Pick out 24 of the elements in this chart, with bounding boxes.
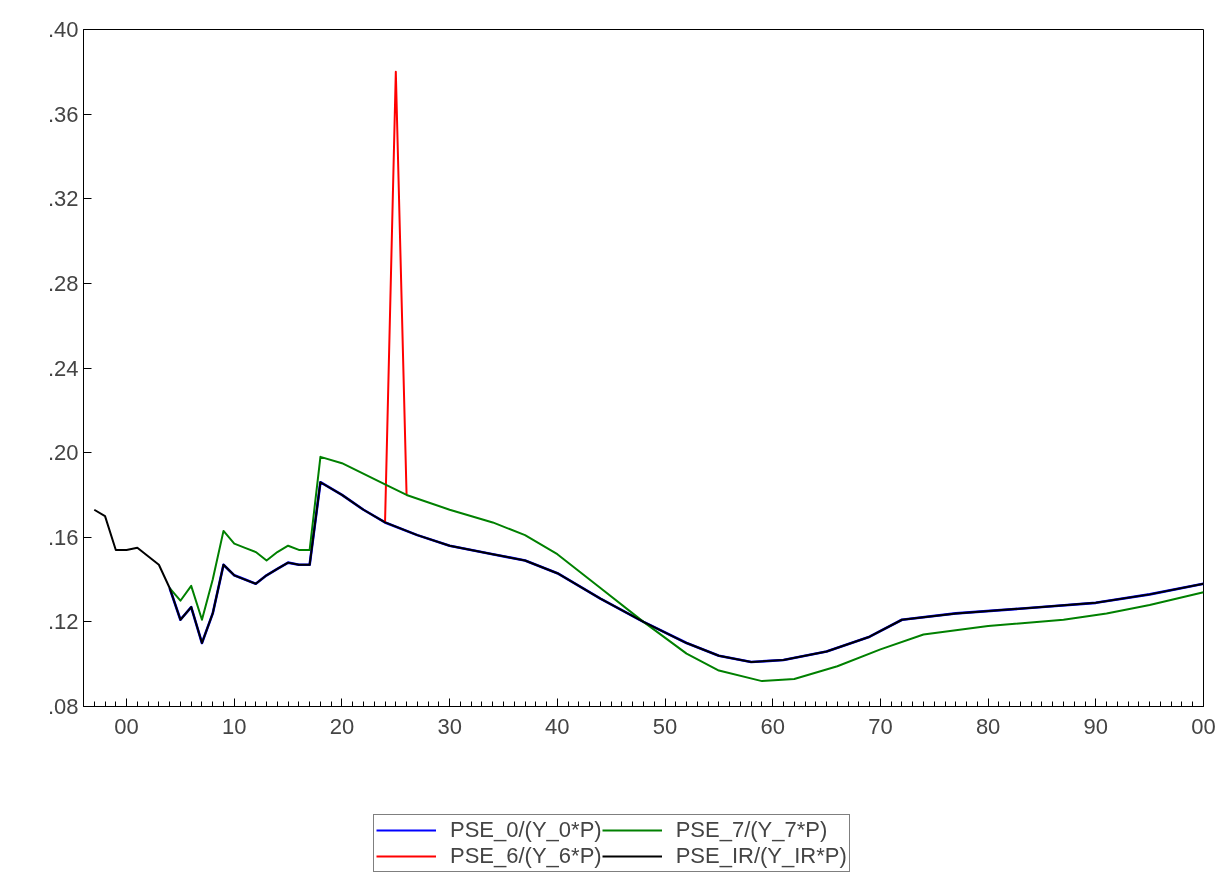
x-tick-label: 90 [1083,713,1109,739]
legend-label: PSE_0/(Y_0*P) [450,817,602,843]
x-tick-label: 40 [545,713,570,739]
x-tick-label: 00 [1191,713,1216,739]
y-tick-label: .40 [47,17,79,42]
x-tick-label: 50 [652,713,678,739]
y-tick-label: .36 [47,101,79,127]
legend-label: PSE_6/(Y_6*P) [450,843,602,869]
x-tick-label: 80 [975,713,1001,739]
x-tick-label: 30 [437,713,462,739]
x-tick-label: 60 [760,713,785,739]
x-tick-label: 10 [222,713,247,739]
x-tick-label: 00 [114,713,139,739]
y-tick-label: .16 [47,524,79,550]
y-tick-label: .08 [47,694,79,719]
y-tick-label: .24 [47,355,79,381]
x-tick-label: 20 [329,713,355,739]
y-tick-label: .28 [47,270,79,296]
y-tick-label: .32 [47,186,79,212]
y-tick-label: .12 [47,609,79,635]
x-tick-label: 70 [868,713,893,739]
legend-label: PSE_7/(Y_7*P) [675,817,828,843]
y-tick-label: .20 [47,440,79,466]
legend-label: PSE_IR/(Y_IR*P) [675,843,847,869]
